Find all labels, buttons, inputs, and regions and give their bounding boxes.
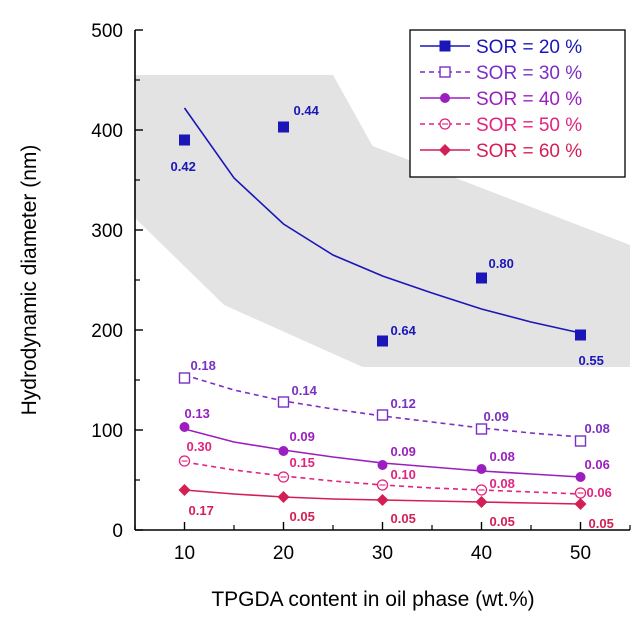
fit-line-series-1: [183, 107, 581, 334]
x-tick-label-2: 20: [273, 543, 294, 564]
data-label-series-3-point-2: 0.09: [290, 429, 315, 444]
data-label-series-1-point-4: 0.80: [489, 256, 514, 271]
x-tick-label-3: 30: [372, 543, 393, 564]
data-label-series-5-point-5: 0.05: [589, 516, 614, 531]
data-label-series-3-point-4: 0.08: [490, 449, 515, 464]
y-tick-label-3: 200: [91, 321, 123, 342]
marker-series-1-point-2: [278, 121, 289, 133]
marker-series-5-point-2: [277, 491, 290, 503]
data-label-series-3-point-3: 0.09: [391, 444, 416, 459]
data-label-series-2-point-4: 0.09: [484, 409, 509, 424]
legend-marker-series-3: [440, 93, 450, 103]
legend-label-series-3: SOR = 40 %: [476, 89, 582, 110]
marker-series-2-point-2: [277, 396, 290, 408]
legend-marker-series-4: [439, 118, 451, 130]
y-tick-label-1: 0: [112, 521, 123, 542]
data-label-series-3-point-1: 0.13: [185, 406, 210, 421]
legend-label-series-4: SOR = 50 %: [476, 115, 582, 136]
marker-series-3-point-2: [278, 446, 289, 456]
data-label-series-1-point-3: 0.64: [391, 323, 417, 338]
data-label-series-4-point-1: 0.30: [187, 439, 212, 454]
marker-series-1-point-3: [377, 335, 388, 347]
x-tick-label-1: 10: [174, 543, 195, 564]
data-label-series-5-point-1: 0.17: [189, 503, 214, 518]
data-label-series-4-point-5: 0.06: [587, 485, 612, 500]
data-label-series-5-point-2: 0.05: [290, 509, 315, 524]
x-tick-label-4: 40: [471, 543, 492, 564]
marker-series-1-point-4: [476, 272, 487, 284]
marker-series-1-point-1: [179, 134, 190, 146]
legend: SOR = 20 % SOR = 30 % SOR = 40 % SOR = 50 %…: [409, 29, 626, 178]
marker-series-4-point-1: [178, 455, 191, 467]
y-tick-label-4: 300: [91, 221, 123, 242]
marker-series-4-point-3: [376, 479, 389, 491]
marker-series-2-point-4: [475, 423, 488, 435]
marker-series-2-point-1: [178, 372, 191, 384]
data-label-series-2-point-5: 0.08: [585, 421, 610, 436]
marker-series-5-point-3: [376, 494, 389, 506]
y-tick-label-6: 500: [91, 21, 123, 42]
shaded-region-layer: [135, 75, 630, 367]
legend-marker-series-2: [439, 66, 451, 78]
y-tick-label-2: 100: [91, 421, 123, 442]
markers-layer: [178, 121, 587, 510]
data-label-series-2-point-1: 0.18: [191, 358, 216, 373]
y-axis-title: Hydrodynamic diameter (nm): [18, 145, 41, 416]
marker-series-3-point-4: [476, 464, 487, 474]
marker-series-3-point-3: [377, 460, 388, 470]
x-tick-label-5: 50: [570, 543, 591, 564]
marker-series-4-point-2: [277, 471, 290, 483]
axes-layer: 0 100 200 300 400 500 10 20 30 40 50: [91, 21, 631, 564]
data-label-series-4-point-3: 0.10: [391, 467, 416, 482]
marker-series-2-point-3: [376, 409, 389, 421]
marker-series-3-point-1: [179, 422, 190, 432]
data-label-series-1-point-1: 0.42: [171, 159, 196, 174]
fit-line-series-2: [184, 374, 581, 438]
data-label-series-5-point-3: 0.05: [391, 511, 416, 526]
marker-series-5-point-5: [574, 498, 587, 510]
legend-label-series-2: SOR = 30 %: [476, 63, 582, 84]
y-tick-label-5: 400: [91, 121, 123, 142]
shaded-region: [135, 75, 630, 367]
legend-marker-series-5: [439, 144, 451, 156]
legend-marker-series-1: [439, 40, 451, 52]
x-axis-title: TPGDA content in oil phase (wt.%): [211, 588, 534, 611]
marker-series-4-point-4: [475, 484, 488, 496]
marker-series-5-point-1: [178, 484, 191, 496]
marker-series-1-point-5: [575, 329, 586, 341]
marker-series-5-point-4: [475, 496, 488, 508]
data-label-series-5-point-4: 0.05: [490, 514, 515, 529]
marker-series-3-point-5: [575, 472, 586, 482]
marker-series-2-point-5: [574, 435, 587, 447]
data-label-series-3-point-5: 0.06: [585, 457, 610, 472]
data-label-series-2-point-2: 0.14: [292, 383, 318, 398]
data-label-series-2-point-3: 0.12: [391, 396, 416, 411]
data-labels-layer: 0.42 0.44 0.64 0.80 0.55 0.18 0.14 0.12 0.09 0.08…: [171, 103, 614, 531]
legend-label-series-1: SOR = 20 %: [476, 37, 582, 58]
legend-label-series-5: SOR = 60 %: [476, 141, 582, 162]
data-label-series-4-point-2: 0.15: [290, 455, 315, 470]
marker-series-4-point-5: [574, 487, 587, 499]
data-label-series-1-point-5: 0.55: [579, 353, 604, 368]
data-label-series-4-point-4: 0.08: [490, 476, 515, 491]
data-label-series-1-point-2: 0.44: [294, 103, 320, 118]
